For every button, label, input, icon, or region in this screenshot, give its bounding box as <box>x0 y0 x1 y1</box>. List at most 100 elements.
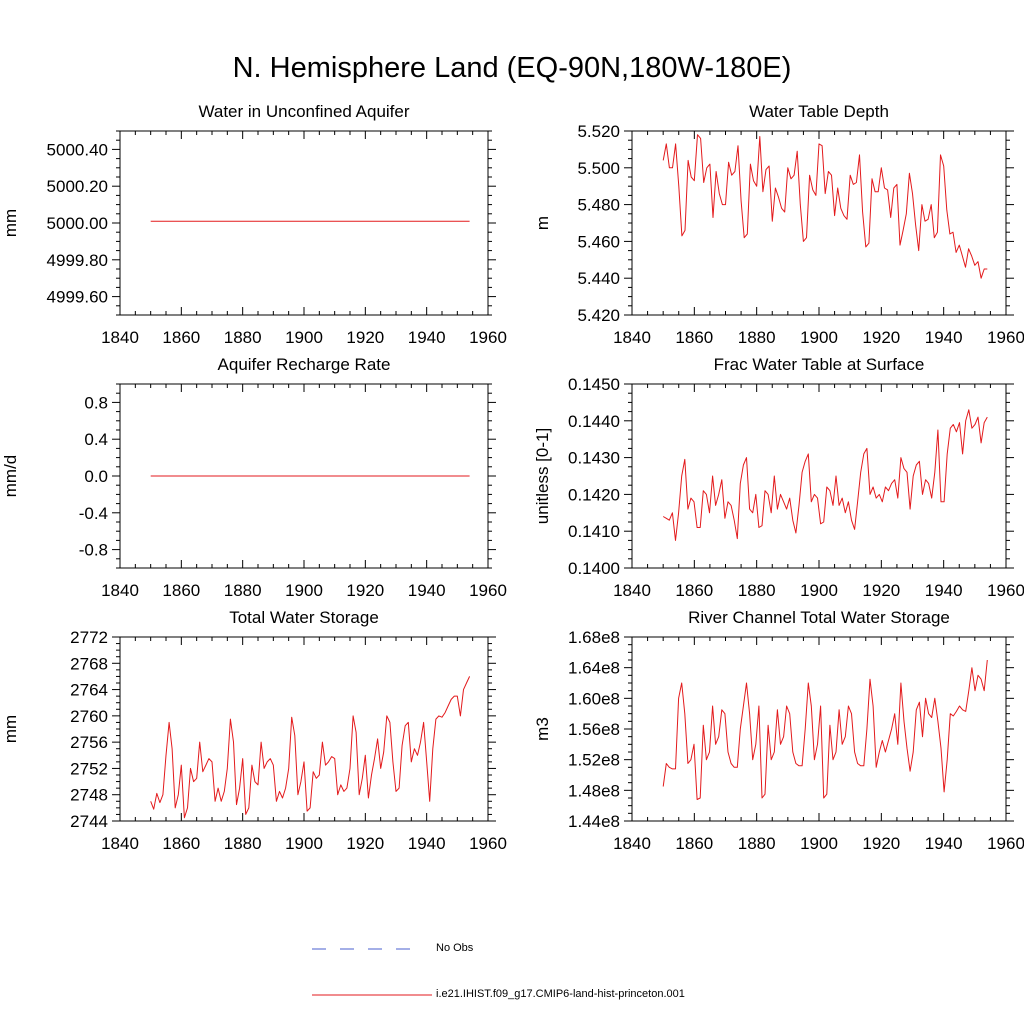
x-tick-label: 1920 <box>346 581 384 600</box>
y-tick-label: 2768 <box>70 654 108 673</box>
plot-frame <box>631 383 1007 569</box>
x-tick-label: 1840 <box>613 328 651 347</box>
x-tick-label: 1920 <box>862 581 900 600</box>
x-tick-label: 1920 <box>862 328 900 347</box>
legend-obs-label: No Obs <box>436 942 474 954</box>
x-tick-label: 1900 <box>800 834 838 853</box>
plot-frame <box>631 130 1007 316</box>
y-axis-label: mm <box>1 715 20 743</box>
y-tick-label: 1.44e8 <box>568 812 620 831</box>
x-tick-label: 1840 <box>101 581 139 600</box>
y-tick-label: 5.460 <box>577 232 620 251</box>
x-tick-label: 1840 <box>613 834 651 853</box>
y-tick-label: 4999.60 <box>47 288 108 307</box>
panel-4: Frac Water Table at Surface unitless [0-1… <box>533 355 1024 600</box>
x-tick-label: 1940 <box>408 328 446 347</box>
panel-title: Aquifer Recharge Rate <box>218 355 391 374</box>
y-tick-label: 2748 <box>70 786 108 805</box>
y-tick-label: 1.64e8 <box>568 659 620 678</box>
panel-title: Frac Water Table at Surface <box>714 355 925 374</box>
y-axis-label: m <box>533 216 552 230</box>
y-axis-label: unitless [0-1] <box>533 428 552 524</box>
series-line <box>662 659 988 800</box>
y-tick-label: 0.8 <box>84 393 108 412</box>
x-tick-label: 1860 <box>162 328 200 347</box>
plot-frame <box>119 130 489 316</box>
y-tick-label: 2756 <box>70 733 108 752</box>
y-tick-label: 5.440 <box>577 269 620 288</box>
y-tick-label: 0.1430 <box>568 449 620 468</box>
x-tick-label: 1940 <box>408 834 446 853</box>
y-tick-label: 0.1440 <box>568 412 620 431</box>
panel-title: Water Table Depth <box>749 102 889 121</box>
x-tick-label: 1880 <box>224 834 262 853</box>
y-tick-label: 1.52e8 <box>568 751 620 770</box>
x-tick-label: 1860 <box>675 581 713 600</box>
y-tick-label: 5.480 <box>577 196 620 215</box>
series-line <box>662 409 988 541</box>
series-line <box>150 676 471 819</box>
x-tick-label: 1920 <box>346 328 384 347</box>
y-tick-label: 0.4 <box>84 430 108 449</box>
x-tick-label: 1860 <box>675 834 713 853</box>
y-tick-label: 1.60e8 <box>568 689 620 708</box>
x-tick-label: 1900 <box>800 328 838 347</box>
x-tick-label: 1960 <box>987 328 1024 347</box>
x-tick-label: 1960 <box>469 328 507 347</box>
x-tick-label: 1840 <box>101 834 139 853</box>
legend <box>312 948 432 996</box>
x-tick-label: 1960 <box>469 834 507 853</box>
panel-5: Total Water Storage mm 1840 1860 1880 1900 192… <box>1 608 507 853</box>
y-tick-label: 5.420 <box>577 306 620 325</box>
y-tick-label: 0.0 <box>84 467 108 486</box>
y-tick-label: 1.56e8 <box>568 720 620 739</box>
y-tick-label: -0.4 <box>79 504 108 523</box>
panel-title: Water in Unconfined Aquifer <box>198 102 409 121</box>
y-axis-label: mm/d <box>1 455 20 498</box>
panel-title: River Channel Total Water Storage <box>688 608 950 627</box>
y-tick-label: 0.1410 <box>568 522 620 541</box>
y-tick-label: 0.1420 <box>568 485 620 504</box>
y-tick-label: 5000.00 <box>47 214 108 233</box>
y-tick-label: 0.1400 <box>568 559 620 578</box>
panels-group: Water in Unconfined Aquifer mm 1840 1860 188… <box>1 102 1024 853</box>
panel-2: Water Table Depth m 1840 1860 1880 1900 1920 19… <box>533 102 1024 347</box>
x-tick-label: 1900 <box>285 581 323 600</box>
x-tick-label: 1880 <box>738 581 776 600</box>
y-tick-label: 1.48e8 <box>568 781 620 800</box>
series-line <box>662 134 988 279</box>
x-tick-label: 1920 <box>346 834 384 853</box>
y-tick-label: 5000.20 <box>47 177 108 196</box>
x-tick-label: 1900 <box>285 834 323 853</box>
y-tick-label: 2764 <box>70 681 108 700</box>
y-tick-label: 0.1450 <box>568 375 620 394</box>
x-tick-label: 1880 <box>224 581 262 600</box>
x-tick-label: 1880 <box>224 328 262 347</box>
x-tick-label: 1940 <box>925 328 963 347</box>
x-tick-label: 1900 <box>800 581 838 600</box>
panel-1: Water in Unconfined Aquifer mm 1840 1860 188… <box>1 102 507 347</box>
x-tick-label: 1960 <box>987 581 1024 600</box>
y-tick-label: 4999.80 <box>47 251 108 270</box>
panel-6: River Channel Total Water Storage m3 1840 1… <box>533 608 1024 853</box>
figure-title: N. Hemisphere Land (EQ-90N,180W-180E) <box>232 52 792 84</box>
x-tick-label: 1960 <box>469 581 507 600</box>
panel-3: Aquifer Recharge Rate mm/d 1840 1860 1880 190… <box>1 355 507 600</box>
x-tick-label: 1880 <box>738 328 776 347</box>
x-tick-label: 1860 <box>675 328 713 347</box>
plot-frame <box>119 636 489 822</box>
x-tick-label: 1840 <box>101 328 139 347</box>
x-tick-label: 1880 <box>738 834 776 853</box>
x-tick-label: 1920 <box>862 834 900 853</box>
x-tick-label: 1960 <box>987 834 1024 853</box>
legend-model-label: i.e21.IHIST.f09_g17.CMIP6-land-hist-prin… <box>436 988 685 1000</box>
y-tick-label: 2752 <box>70 759 108 778</box>
x-tick-label: 1840 <box>613 581 651 600</box>
x-tick-label: 1860 <box>162 581 200 600</box>
x-tick-label: 1940 <box>408 581 446 600</box>
x-tick-label: 1940 <box>925 834 963 853</box>
y-tick-label: 1.68e8 <box>568 628 620 647</box>
y-tick-label: 2744 <box>70 812 108 831</box>
y-tick-label: 2772 <box>70 628 108 647</box>
